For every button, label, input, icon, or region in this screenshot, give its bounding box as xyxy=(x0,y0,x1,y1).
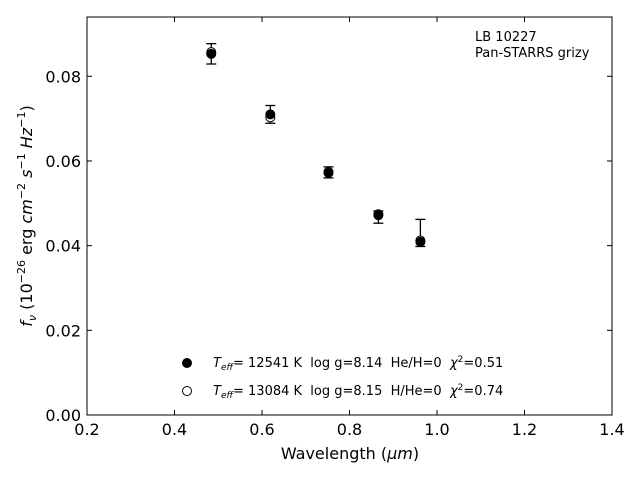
x-tick-label: 0.4 xyxy=(162,420,187,439)
y-tick-label: 0.08 xyxy=(45,67,81,86)
annotation-object: LB 10227 xyxy=(475,30,537,45)
model-point-filled xyxy=(373,210,384,221)
model-point-filled xyxy=(206,48,217,59)
y-tick-label: 0.00 xyxy=(45,406,81,425)
legend-entry-1: Teff= 12541 K log g=8.14 He/H=0 χ2=0.51 xyxy=(213,355,503,373)
x-axis-label: Wavelength (μm) xyxy=(281,444,419,463)
legend-marker-open xyxy=(182,386,192,396)
model-point-filled xyxy=(323,167,334,178)
y-tick-label: 0.02 xyxy=(45,321,81,340)
legend: Teff= 12541 K log g=8.14 He/H=0 χ2=0.51 … xyxy=(182,355,503,401)
x-tick-label: 0.8 xyxy=(337,420,362,439)
x-tick-label: 1.4 xyxy=(599,420,624,439)
y-tick-label: 0.04 xyxy=(45,237,81,256)
data-markers xyxy=(206,47,426,247)
y-tick-label: 0.06 xyxy=(45,152,81,171)
x-tick-label: 1.0 xyxy=(424,420,449,439)
model-point-filled xyxy=(265,109,276,120)
error-bars xyxy=(206,43,426,248)
x-tick-label: 1.2 xyxy=(512,420,537,439)
annotation-survey: Pan-STARRS grizy xyxy=(475,46,590,61)
x-axis: 0.2 0.4 0.6 0.8 1.0 1.2 1.4 xyxy=(74,17,625,439)
y-axis-label: fν (10−26 erg cm−2 s−1 Hz−1) xyxy=(15,105,39,326)
x-tick-label: 0.6 xyxy=(249,420,274,439)
legend-entry-2: Teff= 13084 K log g=8.15 H/He=0 χ2=0.74 xyxy=(213,383,503,401)
y-axis: 0.00 0.02 0.04 0.06 0.08 xyxy=(45,67,612,425)
x-tick-label: 0.2 xyxy=(74,420,99,439)
model-point-filled xyxy=(415,236,426,247)
legend-marker-filled xyxy=(182,358,192,368)
